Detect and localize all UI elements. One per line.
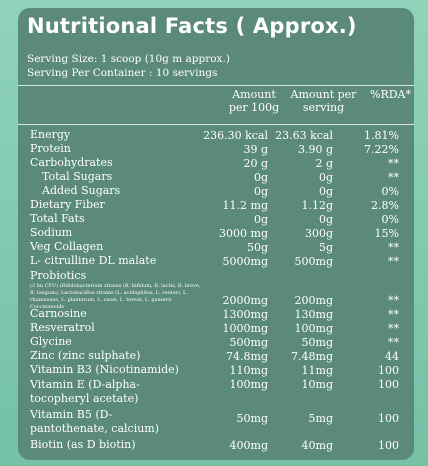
amount-per-serving: 100mg [294, 322, 333, 335]
rda-value: ** [388, 157, 399, 170]
header-per-100g: Amount per 100g [228, 88, 280, 114]
header-per-serving: Amount per serving [290, 88, 357, 114]
amount-per-100g: 1300mg [222, 308, 268, 321]
nutrient-name: Carnosine [30, 307, 87, 320]
nutrient-name: Dietary Fiber [30, 198, 105, 211]
amount-per-100g: 11.2 mg [222, 199, 268, 212]
rda-value: ** [388, 294, 399, 307]
amount-per-serving: 200mg [294, 294, 333, 307]
amount-per-100g: 500mg [229, 336, 268, 349]
rda-value: 15% [374, 227, 399, 240]
rda-value: ** [388, 241, 399, 254]
nutrient-name: Veg Collagen [30, 240, 104, 253]
nutrient-name: Vitamin B5 (D-pantothenate, calcium) [30, 408, 160, 435]
rda-value: 100 [378, 412, 399, 425]
nutrient-name: Probiotics (2 bn CFU) (Bifidobacterium s… [30, 270, 205, 311]
rda-value: 44 [385, 350, 399, 363]
serving-size: Serving Size: 1 scoop (10g m approx.) [27, 53, 230, 65]
amount-per-serving: 5mg [308, 412, 333, 425]
amount-per-100g: 100mg [229, 378, 268, 391]
page-title: Nutritional Facts ( Approx.) [27, 14, 357, 38]
probiotics-label: Probiotics [30, 269, 87, 282]
nutrient-name: Resveratrol [30, 321, 95, 334]
divider-top [18, 85, 414, 86]
amount-per-serving: 23.63 kcal [275, 129, 333, 142]
probiotics-strains-note: (2 bn CFU) (Bifidobacterium strains (B. … [30, 283, 201, 310]
amount-per-serving: 130mg [294, 308, 333, 321]
nutrient-name: Added Sugars [42, 184, 121, 197]
rda-value: ** [388, 255, 399, 268]
amount-per-100g: 1000mg [222, 322, 268, 335]
amount-per-serving: 10mg [301, 378, 333, 391]
rda-value: ** [388, 308, 399, 321]
nutrient-name: Carbohydrates [30, 156, 113, 169]
header-rda: %RDA* [370, 88, 411, 101]
amount-per-serving: 50mg [301, 336, 333, 349]
amount-per-100g: 39 g [243, 143, 268, 156]
amount-per-serving: 7.48mg [291, 350, 333, 363]
nutrient-name: L- citrulline DL malate [30, 254, 157, 267]
rda-value: ** [388, 171, 399, 184]
rda-value: 100 [378, 378, 399, 391]
nutrient-name: Sodium [30, 226, 73, 239]
amount-per-100g: 0g [253, 185, 268, 198]
rda-value: 1.81% [364, 129, 399, 142]
amount-per-100g: 50g [246, 241, 268, 254]
amount-per-serving: 0g [318, 213, 333, 226]
nutrient-name: Zinc (zinc sulphate) [30, 349, 141, 362]
divider-header [18, 124, 414, 125]
nutrient-name: Total Sugars [42, 170, 113, 183]
amount-per-100g: 20 g [243, 157, 268, 170]
amount-per-serving: 0g [318, 185, 333, 198]
amount-per-100g: 400mg [229, 439, 268, 452]
amount-per-100g: 236.30 kcal [203, 129, 268, 142]
amount-per-serving: 0g [318, 171, 333, 184]
nutrient-name: Vitamin E (D-alpha-tocopheryl acetate) [30, 378, 140, 405]
amount-per-100g: 74.8mg [226, 350, 268, 363]
rda-value: 0% [381, 185, 399, 198]
amount-per-serving: 2 g [315, 157, 333, 170]
amount-per-100g: 110mg [229, 364, 268, 377]
nutrient-name: Energy [30, 128, 71, 141]
amount-per-serving: 1.12g [301, 199, 333, 212]
nutrient-name: Biotin (as D biotin) [30, 438, 136, 451]
rda-value: 2.8% [371, 199, 399, 212]
rda-value: ** [388, 336, 399, 349]
rda-value: 7.22% [364, 143, 399, 156]
amount-per-100g: 5000mg [222, 255, 268, 268]
nutrient-name: Protein [30, 142, 71, 155]
servings-per-container: Serving Per Container : 10 servings [27, 67, 218, 79]
amount-per-serving: 500mg [294, 255, 333, 268]
amount-per-100g: 3000 mg [219, 227, 268, 240]
amount-per-100g: 2000mg [222, 294, 268, 307]
rda-value: 0% [381, 213, 399, 226]
amount-per-100g: 0g [253, 171, 268, 184]
rda-value: 100 [378, 439, 399, 452]
nutrition-panel: Nutritional Facts ( Approx.) Serving Siz… [18, 8, 414, 460]
amount-per-serving: 5g [318, 241, 333, 254]
amount-per-serving: 3.90 g [297, 143, 333, 156]
nutrient-name: Glycine [30, 335, 72, 348]
amount-per-serving: 300g [304, 227, 333, 240]
rda-value: ** [388, 322, 399, 335]
amount-per-100g: 0g [253, 213, 268, 226]
amount-per-serving: 40mg [301, 439, 333, 452]
nutrient-name: Total Fats [30, 212, 85, 225]
rda-value: 100 [378, 364, 399, 377]
nutrient-name: Vitamin B3 (Nicotinamide) [30, 363, 179, 376]
amount-per-100g: 50mg [236, 412, 268, 425]
amount-per-serving: 11mg [301, 364, 333, 377]
